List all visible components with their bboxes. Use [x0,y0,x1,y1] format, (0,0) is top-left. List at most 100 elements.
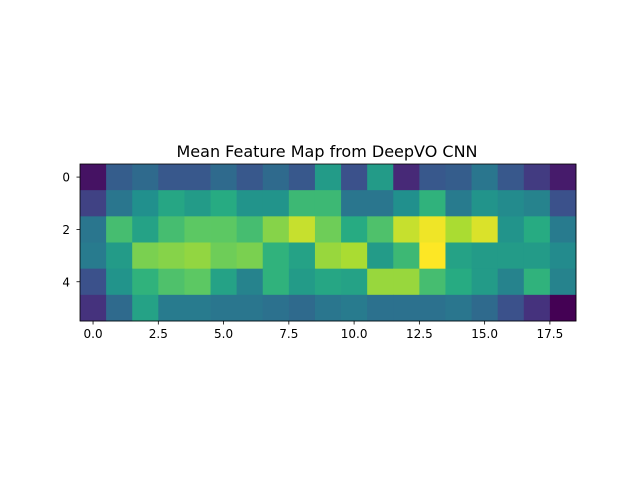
heatmap-cell [497,294,525,322]
heatmap-cell [549,164,577,191]
heatmap-cell [106,268,133,296]
x-tick-label: 0.0 [84,327,103,341]
heatmap-cell [132,190,159,217]
heatmap-cell [471,190,499,217]
heatmap-cell [288,294,316,322]
heatmap-cell [80,268,107,296]
heatmap-cell [106,242,133,270]
heatmap-cell [288,164,316,191]
heatmap-cell [523,164,551,191]
heatmap-cell [367,242,394,270]
heatmap-cell [236,294,264,322]
heatmap-cell [471,164,499,191]
heatmap-cell [419,164,446,191]
heatmap-cell [288,242,316,270]
heatmap-cell [80,242,107,270]
heatmap-cell [184,216,211,243]
heatmap-cell [80,294,107,322]
heatmap-cell [158,164,185,191]
heatmap-cell [132,294,159,322]
heatmap-cell [367,294,394,322]
heatmap-cell [106,216,133,243]
chart-title: Mean Feature Map from DeepVO CNN [176,142,477,161]
heatmap-cell [445,216,472,243]
heatmap-cell [523,216,551,243]
heatmap-cell [106,294,133,322]
heatmap-cell [288,268,316,296]
x-tick-label: 7.5 [279,327,298,341]
heatmap-cell [262,268,290,296]
heatmap-cell [262,190,290,217]
heatmap-cell [236,190,264,217]
heatmap-cell [367,164,394,191]
y-tick-label: 4 [62,275,70,289]
heatmap-cell [210,164,238,191]
heatmap-cell [262,242,290,270]
x-tick-label: 15.0 [471,327,498,341]
heatmap-cell [184,242,211,270]
heatmap-cell [549,268,577,296]
heatmap-cell [314,294,342,322]
heatmap-cell [314,242,342,270]
heatmap-cell [445,294,472,322]
x-tick-label: 2.5 [149,327,168,341]
heatmap-cell [419,216,446,243]
heatmap-cell [419,294,446,322]
heatmap-cell [132,268,159,296]
x-tick-label: 5.0 [214,327,233,341]
heatmap-cell [236,242,264,270]
heatmap-cell [184,268,211,296]
heatmap-cell [341,216,368,243]
heatmap-cell [549,190,577,217]
heatmap-cell [132,242,159,270]
heatmap-cell [341,268,368,296]
heatmap-cell [497,268,525,296]
plot-frame [79,163,577,322]
heatmap-cell [393,164,420,191]
heatmap-cell [288,190,316,217]
heatmap-cell [210,294,238,322]
heatmap-cell [314,216,342,243]
heatmap-cell [497,164,525,191]
heatmap-cell [80,216,107,243]
heatmap-cell [341,190,368,217]
heatmap-cell [210,216,238,243]
heatmap-cell [210,242,238,270]
heatmap-cell [367,216,394,243]
heatmap-cell [236,216,264,243]
heatmap-cell [549,294,577,322]
heatmap-cell [184,190,211,217]
heatmap-cell [106,164,133,191]
x-tick-label: 10.0 [341,327,368,341]
heatmap-cell [445,164,472,191]
heatmap-cell [497,216,525,243]
x-tick-label: 12.5 [406,327,433,341]
heatmap-cell [445,242,472,270]
heatmap-cell [158,216,185,243]
heatmap-cell [132,216,159,243]
heatmap-cell [262,294,290,322]
heatmap-cell [419,190,446,217]
heatmap-cell [419,242,446,270]
heatmap-cell [367,268,394,296]
heatmap-cell [549,242,577,270]
heatmap-cell [80,190,107,217]
heatmap-cell [523,294,551,322]
heatmap-cell [445,268,472,296]
heatmap-cell [80,164,107,191]
heatmap-cell [184,164,211,191]
heatmap-plot-area: 0.0 2.5 5.0 7.5 10.0 12.5 15.0 17.5 0 2 4 [62,163,577,341]
heatmap-cell [132,164,159,191]
heatmap-cell [341,164,368,191]
heatmap-cell [549,216,577,243]
heatmap-cell [393,294,420,322]
heatmap-cell [210,268,238,296]
heatmap-cell [158,242,185,270]
x-tick-label: 17.5 [537,327,564,341]
heatmap-cell [367,190,394,217]
heatmap-cell [393,268,420,296]
heatmap-cell [262,164,290,191]
heatmap-cell [288,216,316,243]
heatmap-cell [393,242,420,270]
